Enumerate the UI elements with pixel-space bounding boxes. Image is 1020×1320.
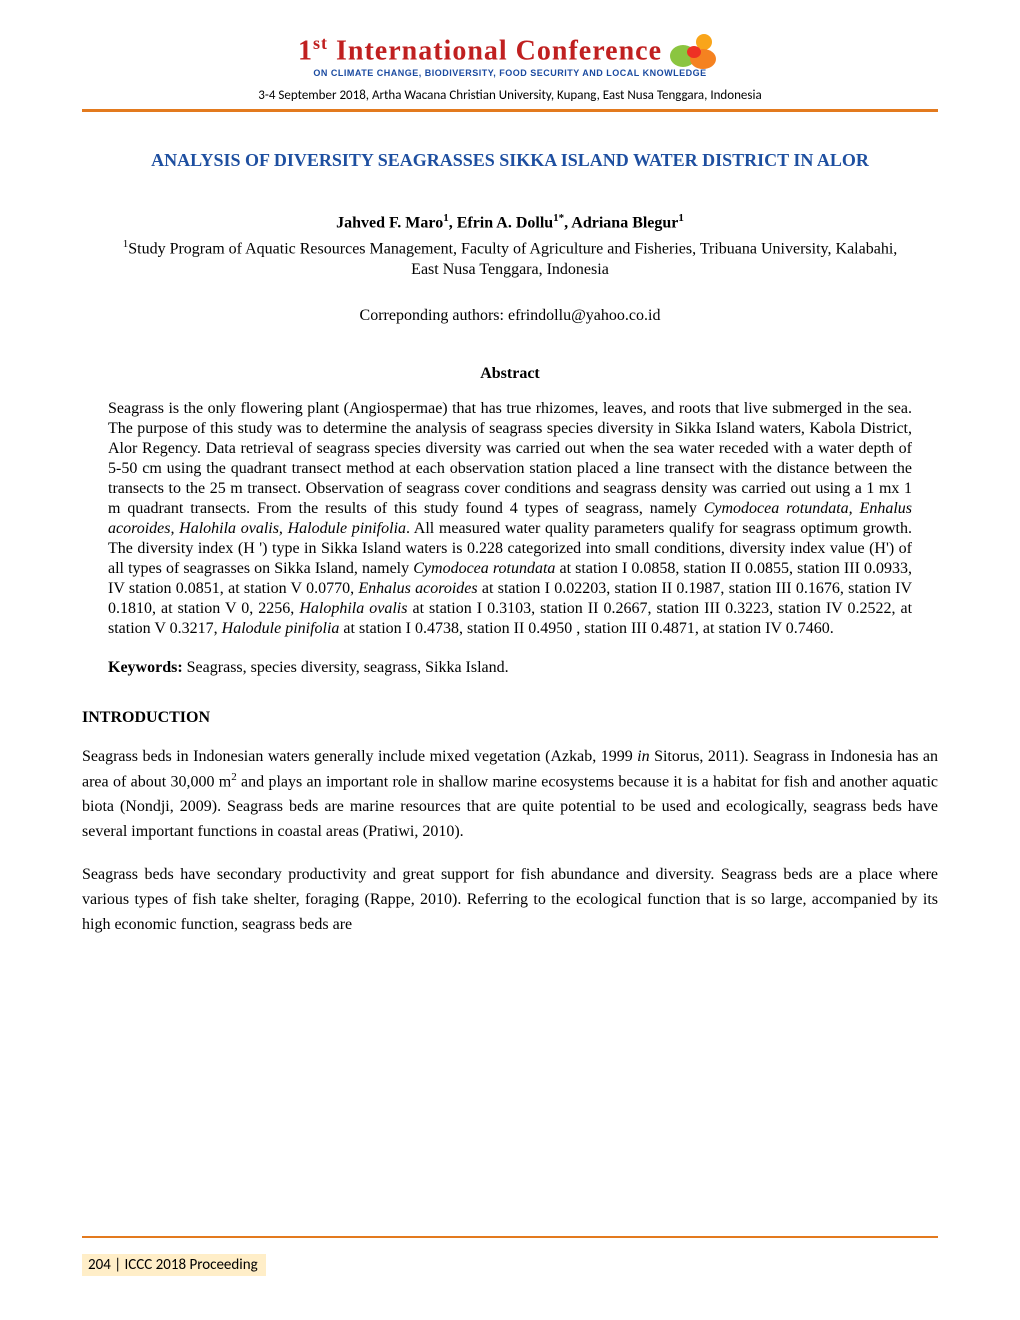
keywords-label: Keywords: xyxy=(108,659,187,676)
conference-word: International Conference xyxy=(328,35,662,66)
conference-title: 1st International Conference xyxy=(298,33,662,67)
conference-subtitle: ON CLIMATE CHANGE, BIODIVERSITY, FOOD SE… xyxy=(82,68,938,78)
intro-paragraph-1: Seagrass beds in Indonesian waters gener… xyxy=(82,745,938,846)
conference-ordinal-suffix: st xyxy=(313,33,328,53)
keywords-text: Seagrass, species diversity, seagrass, S… xyxy=(187,659,509,676)
header-divider xyxy=(82,109,938,112)
conference-logo-row: 1st International Conference xyxy=(82,30,938,70)
intro-paragraph-2: Seagrass beds have secondary productivit… xyxy=(82,863,938,937)
conference-dateline: 3-4 September 2018, Artha Wacana Christi… xyxy=(82,88,938,103)
corresponding-author: Correponding authors: efrindollu@yahoo.c… xyxy=(82,307,938,325)
introduction-heading: INTRODUCTION xyxy=(82,709,938,727)
abstract-heading: Abstract xyxy=(82,365,938,383)
abstract-body: Seagrass is the only flowering plant (An… xyxy=(108,399,912,639)
footer-separator: | xyxy=(111,1256,125,1274)
conference-icon xyxy=(668,30,722,70)
affiliation: 1Study Program of Aquatic Resources Mana… xyxy=(108,237,912,281)
page-footer-region: 204 | ICCC 2018 Proceeding xyxy=(82,1236,938,1276)
page-footer: 204 | ICCC 2018 Proceeding xyxy=(82,1254,266,1276)
authors-line: Jahved F. Maro1, Efrin A. Dollu1*, Adria… xyxy=(82,212,938,232)
footer-label: ICCC 2018 Proceeding xyxy=(125,1256,258,1274)
keywords-line: Keywords: Seagrass, species diversity, s… xyxy=(108,659,912,677)
page-number: 204 xyxy=(88,1256,111,1274)
footer-divider xyxy=(82,1236,938,1238)
conference-header: 1st International Conference ON CLIMATE … xyxy=(82,30,938,103)
paper-title: ANALYSIS OF DIVERSITY SEAGRASSES SIKKA I… xyxy=(108,148,912,172)
conference-ordinal: 1 xyxy=(298,35,313,66)
